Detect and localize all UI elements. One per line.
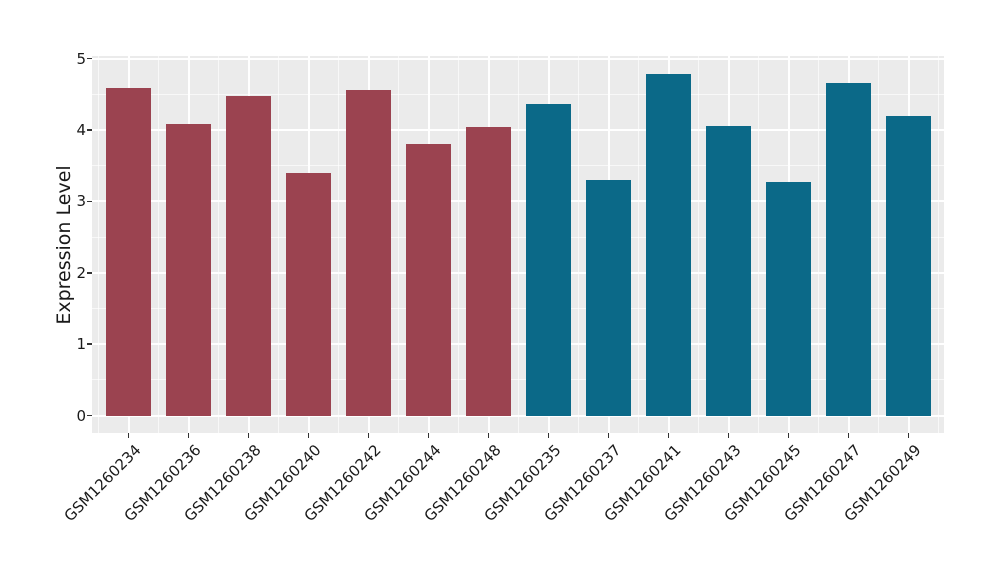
bar-GSM1260235 bbox=[526, 103, 572, 416]
y-tick-label: 3 bbox=[76, 192, 86, 211]
bar-GSM1260240 bbox=[286, 172, 332, 416]
gridline-minor-vertical bbox=[158, 56, 160, 433]
x-axis-tick-mark bbox=[727, 433, 730, 438]
gridline-minor-vertical bbox=[518, 56, 520, 433]
bar-GSM1260237 bbox=[586, 180, 632, 416]
y-axis-tick-mark bbox=[86, 200, 92, 203]
gridline-minor-horizontal bbox=[92, 236, 944, 238]
x-axis-tick-mark bbox=[247, 433, 250, 438]
x-axis-tick-mark bbox=[787, 433, 790, 438]
x-axis-tick-mark bbox=[907, 433, 910, 438]
y-axis-tick-mark bbox=[86, 57, 92, 60]
gridline-minor-vertical bbox=[218, 56, 220, 433]
bar-GSM1260245 bbox=[766, 182, 812, 416]
bar-GSM1260249 bbox=[886, 115, 932, 416]
gridline-minor-vertical bbox=[578, 56, 580, 433]
bar-GSM1260248 bbox=[466, 126, 512, 416]
gridline-minor-vertical bbox=[98, 56, 100, 433]
bar-GSM1260247 bbox=[826, 82, 872, 416]
gridline-minor-vertical bbox=[938, 56, 940, 433]
gridline-major-horizontal bbox=[92, 200, 944, 203]
x-axis-tick-mark bbox=[547, 433, 550, 438]
x-axis-tick-mark bbox=[367, 433, 370, 438]
x-axis-tick-mark bbox=[127, 433, 130, 438]
gridline-minor-vertical bbox=[758, 56, 760, 433]
y-tick-label: 2 bbox=[76, 263, 86, 282]
y-axis-tick-mark bbox=[86, 414, 92, 417]
gridline-major-horizontal bbox=[92, 271, 944, 274]
gridline-minor-horizontal bbox=[92, 307, 944, 309]
gridline-minor-vertical bbox=[338, 56, 340, 433]
gridline-minor-vertical bbox=[818, 56, 820, 433]
bar-GSM1260242 bbox=[346, 90, 392, 416]
gridline-minor-vertical bbox=[278, 56, 280, 433]
gridline-minor-vertical bbox=[398, 56, 400, 433]
gridline-minor-vertical bbox=[638, 56, 640, 433]
x-axis-tick-mark bbox=[307, 433, 310, 438]
plot-panel bbox=[92, 56, 944, 433]
x-axis-tick-mark bbox=[187, 433, 190, 438]
x-axis-tick-mark bbox=[607, 433, 610, 438]
x-axis-tick-mark bbox=[487, 433, 490, 438]
bar-GSM1260244 bbox=[406, 143, 452, 416]
gridline-major-horizontal bbox=[92, 343, 944, 346]
y-axis-tick-mark bbox=[86, 343, 92, 345]
gridline-minor-vertical bbox=[878, 56, 880, 433]
bar-GSM1260234 bbox=[106, 87, 152, 416]
y-axis-tick-mark bbox=[86, 129, 92, 131]
gridline-minor-horizontal bbox=[92, 93, 944, 95]
bar-GSM1260236 bbox=[166, 124, 212, 416]
bar-GSM1260241 bbox=[646, 73, 692, 416]
gridline-minor-horizontal bbox=[92, 379, 944, 381]
gridline-major-horizontal bbox=[92, 414, 944, 417]
gridline-minor-vertical bbox=[458, 56, 460, 433]
bar-GSM1260238 bbox=[226, 95, 272, 416]
y-tick-label: 4 bbox=[76, 121, 86, 140]
gridline-minor-horizontal bbox=[92, 165, 944, 167]
y-axis-tick-mark bbox=[86, 272, 92, 274]
y-tick-label: 0 bbox=[76, 406, 86, 425]
y-tick-label: 5 bbox=[76, 49, 86, 68]
x-axis-tick-mark bbox=[427, 433, 430, 438]
gridline-major-horizontal bbox=[92, 57, 944, 60]
gridline-minor-vertical bbox=[698, 56, 700, 433]
x-axis-tick-mark bbox=[667, 433, 670, 438]
y-tick-label: 1 bbox=[76, 335, 86, 354]
x-axis-tick-mark bbox=[847, 433, 850, 438]
gridline-major-horizontal bbox=[92, 129, 944, 132]
bar-GSM1260243 bbox=[706, 125, 752, 416]
